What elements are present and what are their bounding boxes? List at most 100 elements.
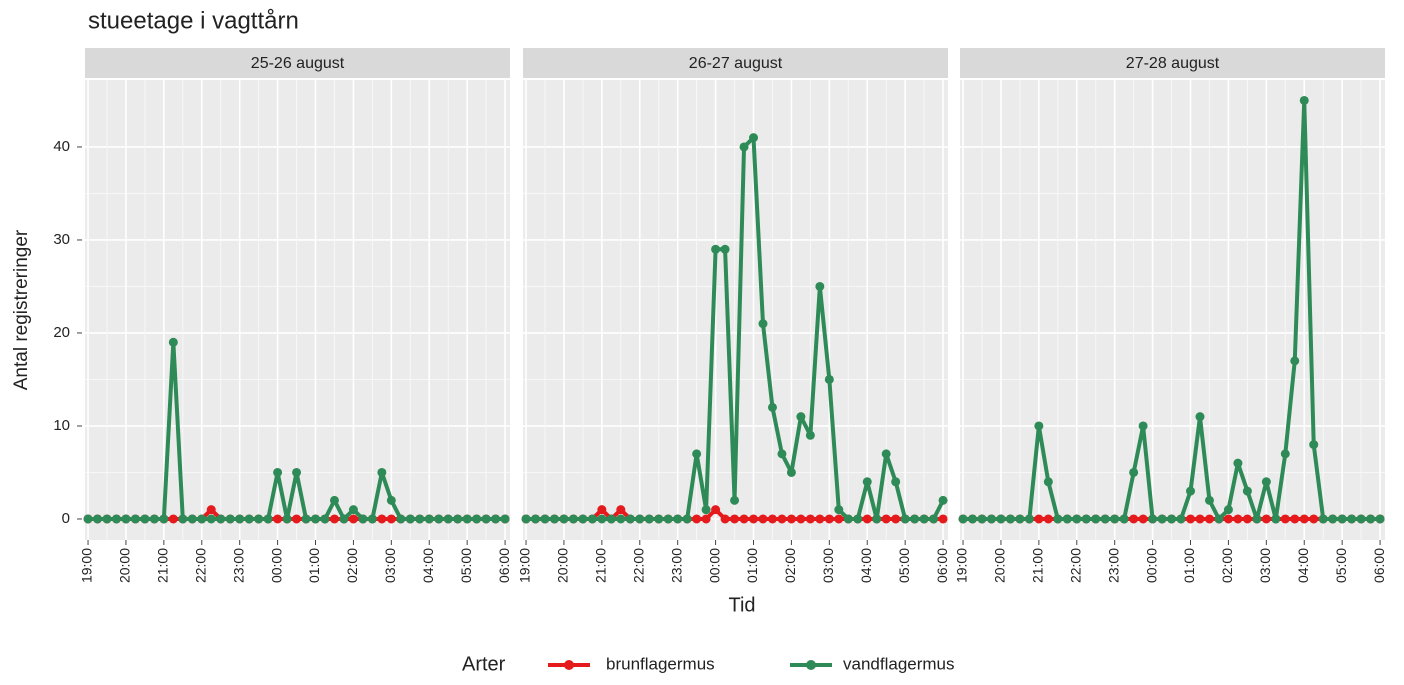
legend-swatch — [564, 660, 574, 670]
data-point — [1072, 514, 1082, 524]
data-point — [938, 495, 948, 505]
data-point — [273, 514, 283, 524]
data-point — [216, 514, 226, 524]
data-point — [320, 514, 330, 524]
x-tick-label: 20:00 — [117, 548, 133, 583]
data-point — [1309, 440, 1319, 450]
data-point — [1015, 514, 1025, 524]
data-point — [329, 514, 339, 524]
data-point — [282, 514, 292, 524]
x-tick-label: 22:00 — [1067, 548, 1083, 583]
x-tick-label: 23:00 — [230, 548, 246, 583]
y-tick-label: 10 — [53, 417, 70, 434]
facet-label: 27-28 august — [1126, 55, 1220, 72]
data-point — [834, 505, 844, 515]
data-point — [1186, 514, 1196, 524]
data-point — [977, 514, 987, 524]
data-point — [1100, 514, 1110, 524]
x-axis-label: Tid — [728, 594, 755, 616]
data-point — [1053, 514, 1063, 524]
legend-label: vandflagermus — [843, 654, 955, 673]
data-point — [159, 514, 169, 524]
data-point — [1223, 514, 1233, 524]
data-point — [121, 514, 131, 524]
data-point — [472, 514, 482, 524]
x-tick-label: 23:00 — [668, 548, 684, 583]
data-point — [168, 337, 178, 347]
data-point — [910, 514, 920, 524]
data-point — [206, 505, 216, 515]
data-point — [616, 514, 626, 524]
data-point — [996, 514, 1006, 524]
data-point — [701, 514, 711, 524]
data-point — [1081, 514, 1091, 524]
x-tick-label: 19:00 — [954, 548, 970, 583]
data-point — [986, 514, 996, 524]
x-tick-label: 20:00 — [555, 548, 571, 583]
x-tick-label: 02:00 — [782, 548, 798, 583]
data-point — [635, 514, 645, 524]
data-point — [1375, 514, 1385, 524]
data-point — [386, 495, 396, 505]
data-point — [93, 514, 103, 524]
data-point — [443, 514, 453, 524]
data-point — [663, 514, 673, 524]
strip-background — [523, 48, 948, 78]
data-point — [1337, 514, 1347, 524]
data-point — [1233, 514, 1243, 524]
data-point — [777, 514, 787, 524]
data-point — [1043, 477, 1053, 487]
data-point — [1233, 458, 1243, 468]
x-tick-label: 06:00 — [934, 548, 950, 583]
strip-background — [85, 48, 510, 78]
panel-background — [85, 80, 510, 540]
x-tick-label: 04:00 — [420, 548, 436, 583]
legend-swatch — [806, 660, 816, 670]
data-point — [1328, 514, 1338, 524]
data-point — [749, 133, 759, 143]
data-point — [720, 514, 730, 524]
data-point — [102, 514, 112, 524]
data-point — [862, 477, 872, 487]
chart-title: stueetage i vagttårn — [88, 7, 299, 34]
data-point — [587, 514, 597, 524]
data-point — [673, 514, 683, 524]
data-point — [1043, 514, 1053, 524]
data-point — [197, 514, 207, 524]
data-point — [815, 281, 825, 291]
data-point — [853, 514, 863, 524]
data-point — [919, 514, 929, 524]
x-tick-label: 01:00 — [306, 548, 322, 583]
data-point — [348, 514, 358, 524]
facet-label: 26-27 august — [689, 55, 783, 72]
data-point — [739, 514, 749, 524]
data-point — [1034, 514, 1044, 524]
data-point — [273, 467, 283, 477]
x-tick-label: 21:00 — [593, 548, 609, 583]
data-point — [606, 514, 616, 524]
data-point — [301, 514, 311, 524]
data-point — [415, 514, 425, 524]
data-point — [1261, 477, 1271, 487]
data-point — [377, 467, 387, 477]
data-point — [929, 514, 939, 524]
data-point — [796, 514, 806, 524]
data-point — [900, 514, 910, 524]
data-point — [263, 514, 273, 524]
data-point — [568, 514, 578, 524]
data-point — [758, 319, 768, 329]
data-point — [405, 514, 415, 524]
x-tick-label: 00:00 — [1143, 548, 1159, 583]
data-point — [805, 514, 815, 524]
x-tick-label: 21:00 — [155, 548, 171, 583]
y-tick-label: 30 — [53, 231, 70, 248]
data-point — [559, 514, 569, 524]
x-tick-label: 05:00 — [1333, 548, 1349, 583]
data-point — [711, 505, 721, 515]
data-point — [235, 514, 245, 524]
data-point — [83, 514, 93, 524]
data-point — [968, 514, 978, 524]
data-point — [767, 402, 777, 412]
data-point — [396, 514, 406, 524]
data-point — [1091, 514, 1101, 524]
